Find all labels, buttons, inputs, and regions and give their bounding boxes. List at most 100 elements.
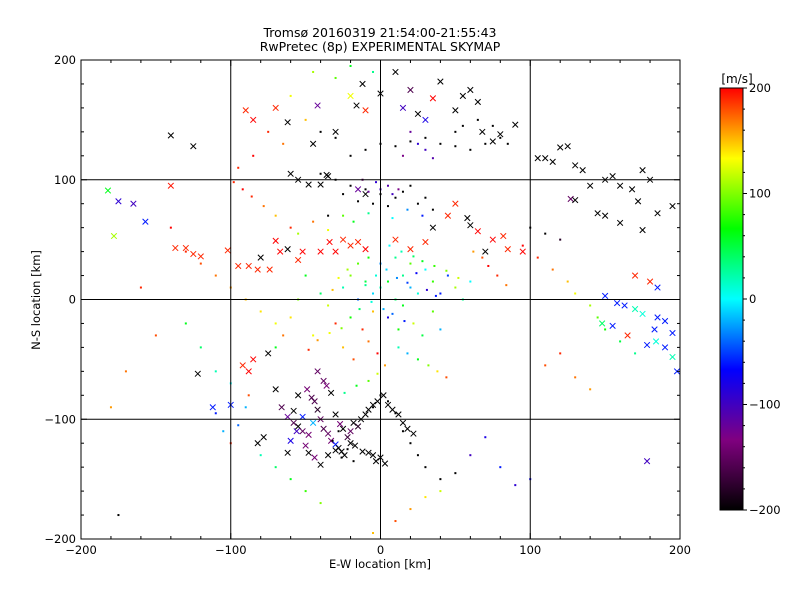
dot-marker — [372, 292, 375, 295]
dot-marker — [349, 274, 352, 277]
x-marker — [594, 210, 601, 217]
dot-marker — [454, 472, 457, 475]
x-marker — [190, 143, 197, 150]
dot-marker — [367, 212, 370, 215]
x-marker — [332, 447, 339, 454]
x-marker — [654, 210, 661, 217]
x-marker — [339, 425, 347, 432]
dot-marker — [214, 370, 217, 373]
x-marker — [305, 181, 312, 188]
x-marker — [374, 398, 381, 405]
dot-marker — [386, 184, 389, 187]
x-marker — [311, 454, 318, 461]
x-marker — [167, 182, 175, 189]
dot-marker — [461, 124, 464, 127]
x-tick-label: 200 — [669, 543, 691, 557]
x-marker — [534, 155, 541, 162]
dot-marker — [334, 322, 337, 325]
x-marker — [250, 356, 257, 363]
dot-marker — [433, 264, 436, 267]
x-marker — [369, 401, 377, 409]
x-marker — [284, 449, 291, 456]
y-tick-label: −200 — [44, 532, 76, 546]
dot-marker — [199, 262, 202, 265]
x-marker — [284, 119, 291, 126]
x-marker — [437, 78, 444, 85]
x-marker — [314, 406, 321, 413]
dot-marker — [536, 256, 539, 259]
dot-marker — [222, 430, 225, 433]
x-marker — [601, 212, 609, 219]
colorbar-tick-label: −200 — [749, 503, 781, 517]
dot-marker — [401, 274, 404, 277]
x-marker — [115, 198, 122, 205]
dot-marker — [424, 496, 427, 499]
dot-marker — [472, 250, 475, 253]
dot-marker — [445, 376, 448, 379]
dot-marker — [506, 142, 509, 145]
x-marker — [293, 428, 300, 435]
x-marker — [643, 341, 651, 349]
dot-marker — [282, 334, 285, 337]
x-tick-label: 100 — [519, 543, 541, 557]
x-marker — [624, 332, 631, 339]
x-marker — [209, 404, 216, 411]
x-marker — [305, 449, 312, 456]
chart-subtitle: RwPretec (8p) EXPERIMENTAL SKYMAP — [260, 39, 501, 54]
x-marker — [474, 98, 481, 106]
dot-marker — [312, 334, 315, 337]
dot-marker — [319, 172, 322, 175]
dot-marker — [346, 448, 349, 451]
dot-marker — [551, 268, 554, 271]
dot-marker — [436, 370, 439, 373]
y-axis-label: N-S location [km] — [29, 250, 43, 350]
x-marker — [652, 338, 660, 345]
x-marker — [314, 368, 321, 375]
x-marker — [359, 80, 366, 88]
x-marker — [339, 236, 347, 243]
dot-marker — [340, 327, 343, 330]
dot-marker — [357, 262, 360, 265]
x-tick-label: −100 — [215, 543, 247, 557]
x-marker — [290, 407, 297, 415]
x-marker — [104, 187, 112, 194]
dot-marker — [289, 226, 292, 229]
x-marker — [586, 182, 594, 189]
dot-marker — [331, 288, 334, 291]
x-marker — [320, 377, 327, 385]
x-marker — [479, 128, 486, 136]
x-marker — [631, 305, 639, 313]
x-marker — [299, 428, 306, 435]
dot-marker — [364, 280, 367, 283]
x-marker — [242, 107, 249, 114]
x-marker — [260, 434, 267, 441]
dot-marker — [439, 142, 442, 145]
dot-marker — [409, 262, 412, 265]
dot-marker — [431, 208, 434, 211]
dot-marker — [505, 284, 508, 287]
x-marker — [314, 102, 321, 109]
dot-marker — [367, 340, 370, 343]
dot-marker — [214, 274, 217, 277]
x-marker — [365, 449, 372, 456]
dot-marker — [604, 328, 607, 331]
dot-marker — [409, 184, 412, 187]
x-marker — [497, 131, 504, 138]
dot-marker — [316, 339, 319, 342]
x-marker — [399, 104, 407, 112]
x-marker — [287, 437, 294, 444]
dot-marker — [250, 195, 253, 198]
x-marker — [646, 278, 654, 285]
x-marker — [303, 386, 311, 393]
dot-marker — [476, 118, 479, 121]
dot-marker — [574, 292, 577, 295]
x-marker — [110, 232, 118, 240]
dot-marker — [342, 214, 345, 217]
dot-marker — [372, 70, 375, 73]
dot-marker — [559, 238, 562, 241]
dot-marker — [391, 193, 394, 196]
x-marker — [362, 190, 369, 198]
dot-marker — [252, 154, 255, 157]
x-marker — [404, 425, 411, 432]
dot-marker — [403, 320, 406, 323]
